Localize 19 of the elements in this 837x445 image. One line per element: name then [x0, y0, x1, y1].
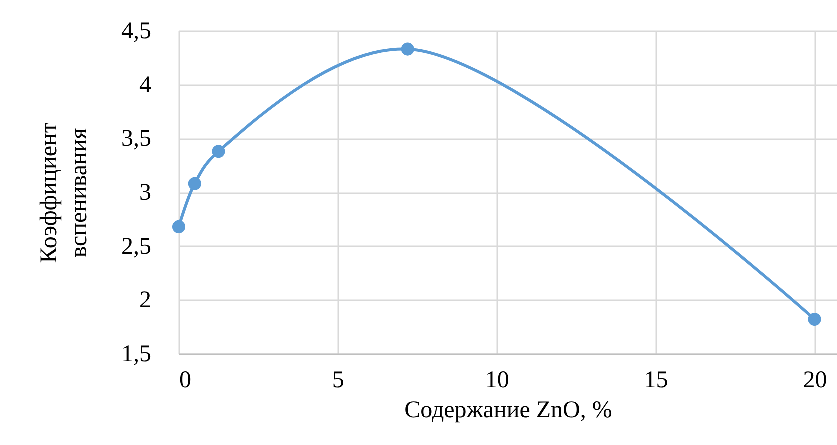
x-tick-label: 5	[332, 368, 344, 394]
point	[188, 177, 202, 190]
y-tick-label: 4,5	[122, 18, 152, 44]
y-tick-label: 3	[140, 180, 152, 206]
y-tick-label: 3,5	[122, 126, 152, 152]
x-tick-label: 0	[180, 368, 192, 394]
x-tick-label: 15	[644, 368, 668, 394]
point	[808, 313, 822, 326]
point	[172, 220, 186, 234]
x-tick-label: 10	[485, 368, 510, 394]
point	[401, 42, 414, 56]
x-tick-label: 20	[803, 368, 828, 394]
y-tick-label: 4	[140, 72, 152, 98]
y-tick-label: 1,5	[122, 342, 152, 368]
y-axis-title: Коэффициент вспенивания	[36, 122, 92, 264]
y-tick-label: 2	[140, 288, 152, 314]
x-axis-title: Содержание ZnO, %	[404, 398, 612, 424]
y-tick-label: 2,5	[122, 234, 152, 260]
point	[212, 145, 226, 158]
